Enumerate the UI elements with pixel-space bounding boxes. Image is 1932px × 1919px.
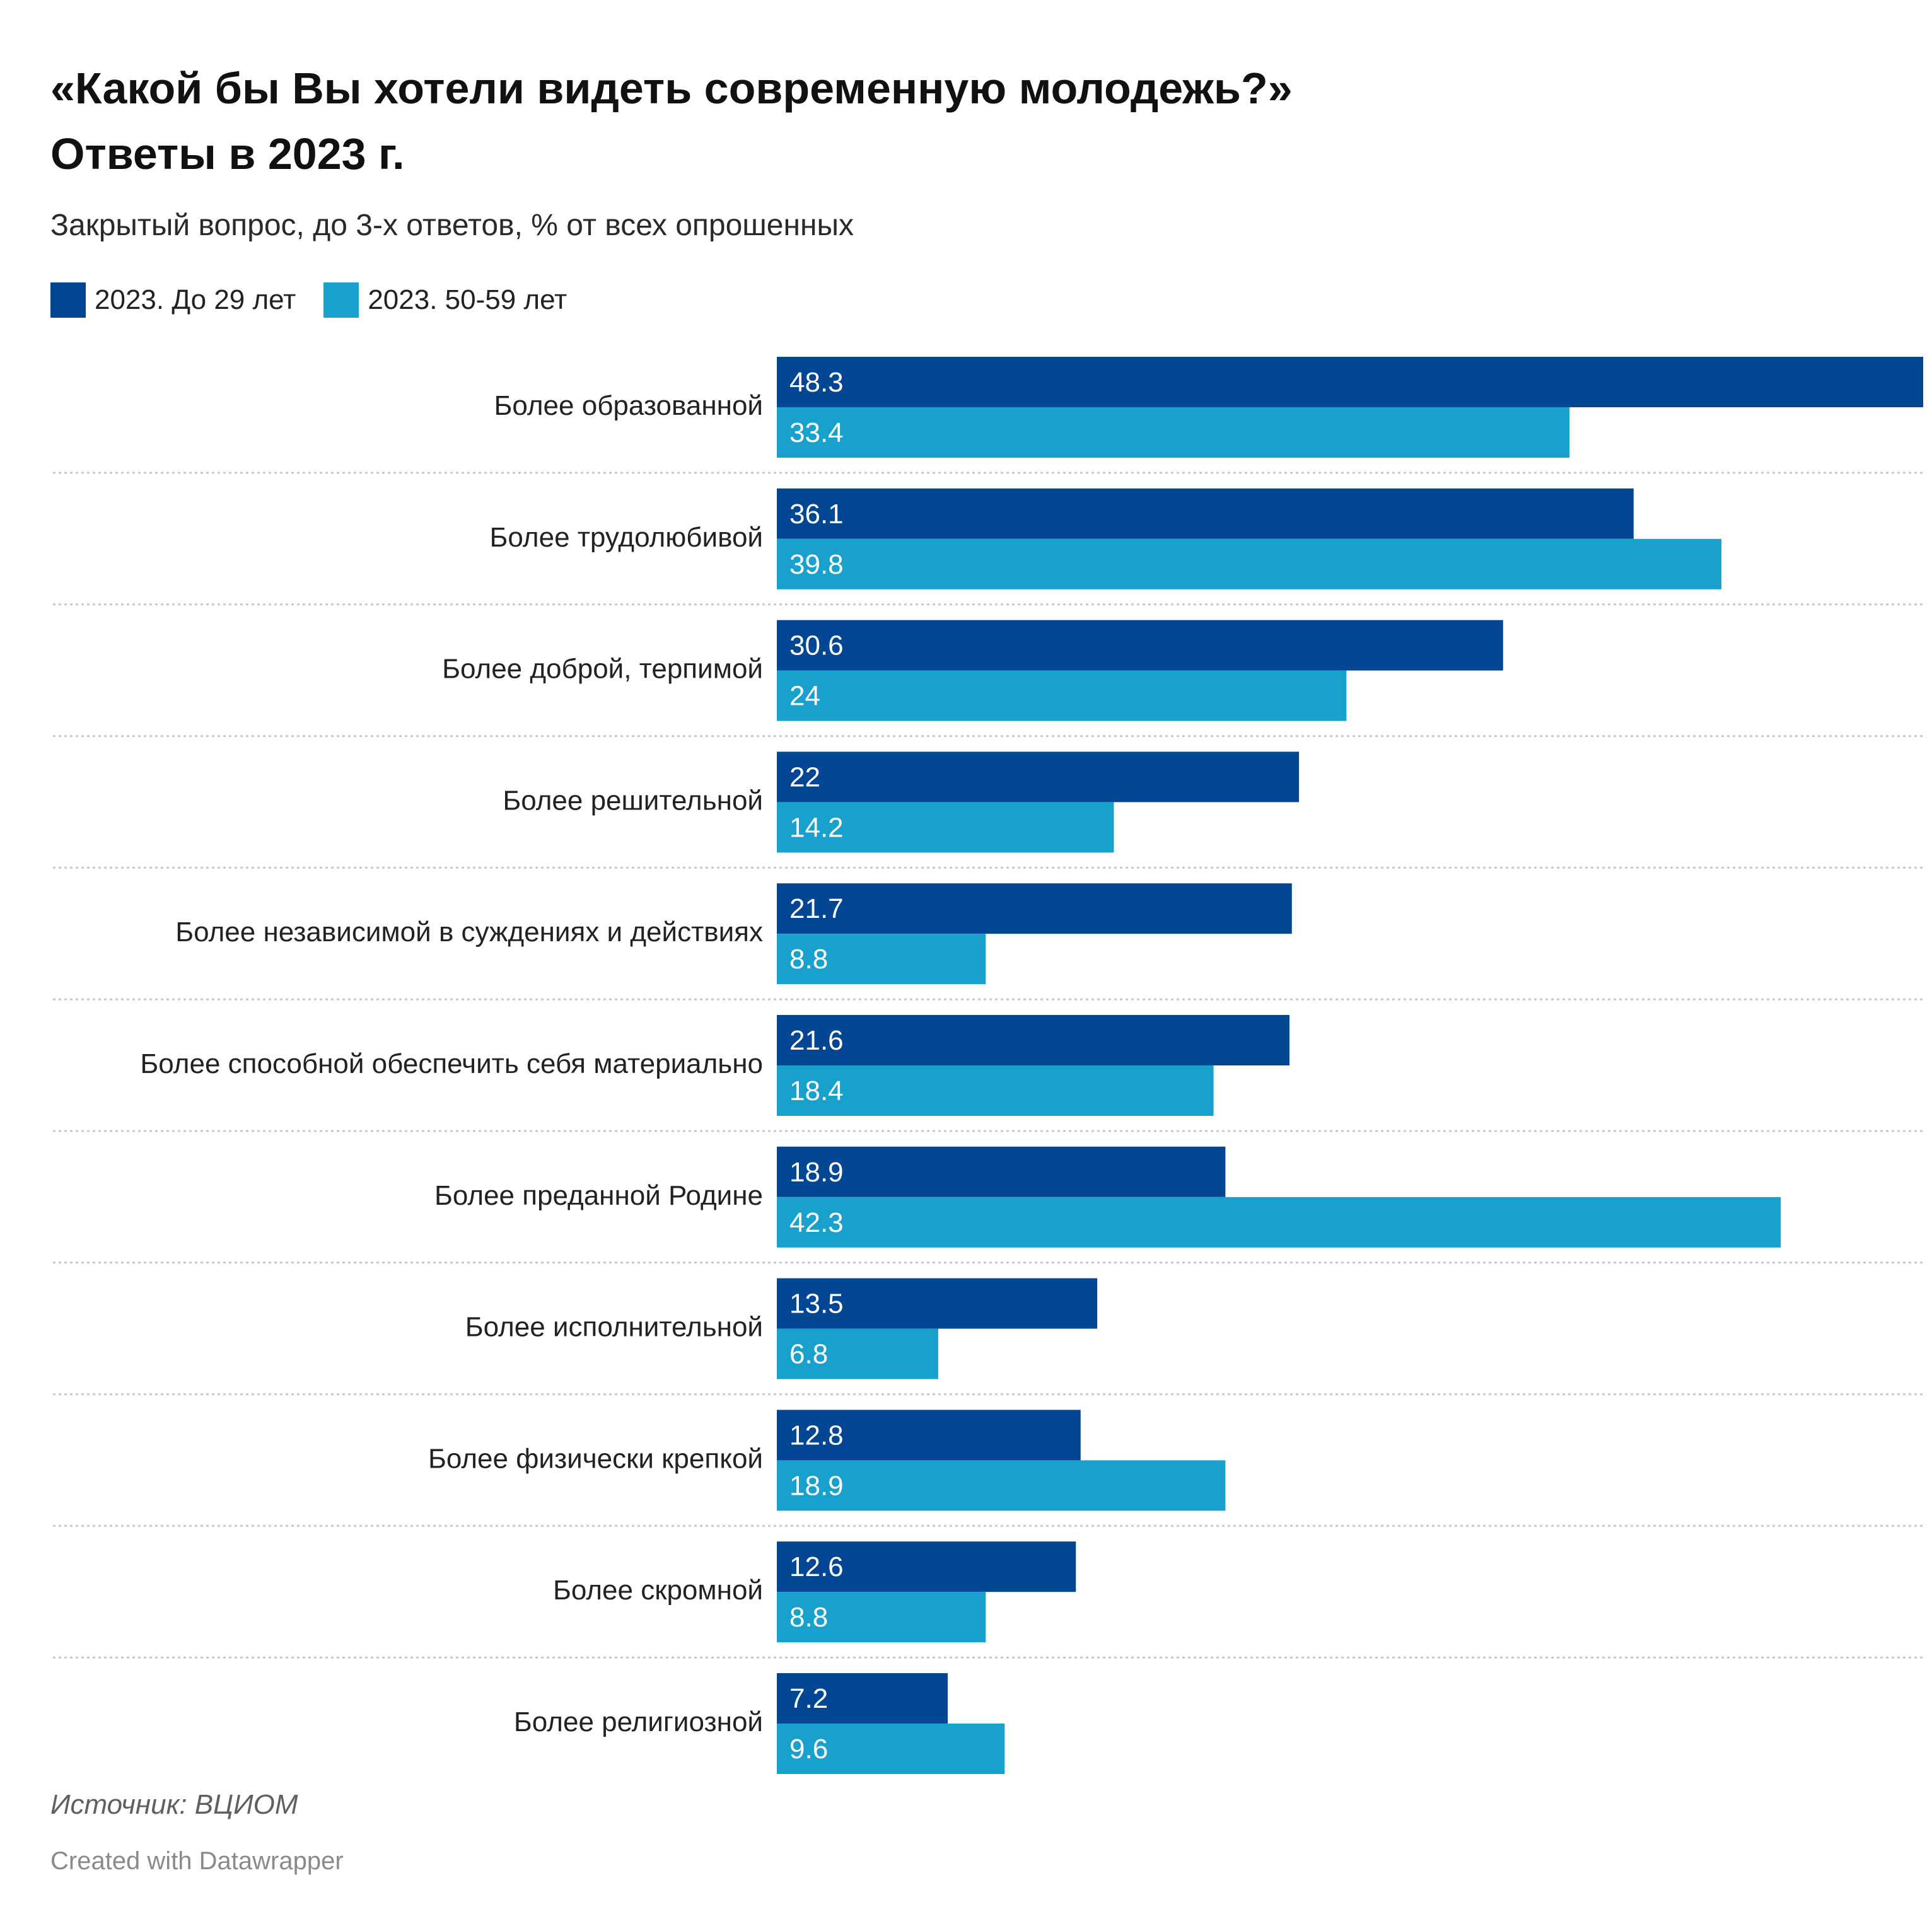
data-label: 18.9 xyxy=(789,1470,844,1501)
category-label: Более физически крепкой xyxy=(428,1443,763,1474)
data-label: 39.8 xyxy=(789,549,844,580)
legend-label-under-29: 2023. До 29 лет xyxy=(95,284,296,315)
credit-line: Created with Datawrapper xyxy=(50,1847,344,1875)
chart-title: «Какой бы Вы хотели видеть современную м… xyxy=(50,55,1879,187)
bar xyxy=(777,1328,938,1379)
bar-chart: Более образованной 48.3 33.4 Более трудолюб… xyxy=(53,357,1923,1774)
bar xyxy=(777,1197,1781,1248)
chart-legend: 2023. До 29 лет 2023. 50-59 лет xyxy=(50,281,595,319)
data-label: 22 xyxy=(789,762,820,792)
category-label: Более религиозной xyxy=(514,1707,763,1737)
category-label: Более образованной xyxy=(494,390,764,421)
data-label: 21.6 xyxy=(789,1025,844,1056)
chart-title-line-1: «Какой бы Вы хотели видеть современную м… xyxy=(50,64,1293,113)
bar xyxy=(777,1065,1214,1116)
bar xyxy=(777,883,1292,934)
chart-subtitle: Закрытый вопрос, до 3-х ответов, % от вс… xyxy=(50,209,854,242)
category-label: Более трудолюбивой xyxy=(490,522,763,553)
data-label: 42.3 xyxy=(789,1207,844,1238)
data-label: 9.6 xyxy=(789,1734,828,1765)
legend-item-50-59: 2023. 50-59 лет xyxy=(323,282,567,318)
legend-swatch-50-59 xyxy=(323,282,359,318)
category-label: Более исполнительной xyxy=(465,1312,763,1343)
bar xyxy=(777,751,1300,803)
bar xyxy=(777,488,1634,539)
data-label: 12.8 xyxy=(789,1420,844,1451)
data-label: 7.2 xyxy=(789,1683,828,1714)
category-label: Более решительной xyxy=(503,785,763,816)
bar xyxy=(777,1460,1226,1511)
data-label: 6.8 xyxy=(789,1339,828,1370)
bar xyxy=(777,620,1503,671)
bar xyxy=(777,1592,986,1643)
bar xyxy=(777,357,1923,407)
bar xyxy=(777,1410,1081,1461)
category-label: Более преданной Родине xyxy=(434,1180,763,1211)
data-label: 18.4 xyxy=(789,1075,844,1106)
data-label: 21.7 xyxy=(789,893,844,924)
category-label: Более доброй, терпимой xyxy=(442,654,763,685)
data-label: 14.2 xyxy=(789,812,844,843)
bar xyxy=(777,538,1722,589)
category-label: Более скромной xyxy=(553,1575,763,1606)
category-label: Более способной обеспечить себя материал… xyxy=(140,1048,763,1079)
data-label: 30.6 xyxy=(789,630,844,661)
data-label: 13.5 xyxy=(789,1289,844,1319)
source-note: Источник: ВЦИОМ xyxy=(50,1789,298,1820)
bar xyxy=(777,802,1114,853)
legend-item-under-29: 2023. До 29 лет xyxy=(50,282,296,318)
chart-title-line-2: Ответы в 2023 г. xyxy=(50,129,405,178)
data-label: 18.9 xyxy=(789,1157,844,1188)
data-label: 8.8 xyxy=(789,1602,828,1633)
bar xyxy=(777,1278,1098,1329)
data-label: 8.8 xyxy=(789,944,828,975)
data-label: 48.3 xyxy=(789,367,844,398)
bar xyxy=(777,1146,1226,1197)
bar xyxy=(777,1015,1290,1065)
bar xyxy=(777,1541,1076,1592)
data-label: 12.6 xyxy=(789,1551,844,1582)
bar xyxy=(777,1724,1005,1774)
bar xyxy=(777,1673,948,1724)
category-label: Более независимой в суждениях и действия… xyxy=(175,917,763,948)
legend-swatch-under-29 xyxy=(50,282,86,318)
data-label: 33.4 xyxy=(789,417,844,448)
bar xyxy=(777,934,986,985)
data-label: 24 xyxy=(789,681,820,712)
bar xyxy=(777,407,1570,458)
data-label: 36.1 xyxy=(789,499,844,530)
legend-label-50-59: 2023. 50-59 лет xyxy=(368,284,567,315)
bar xyxy=(777,670,1347,721)
